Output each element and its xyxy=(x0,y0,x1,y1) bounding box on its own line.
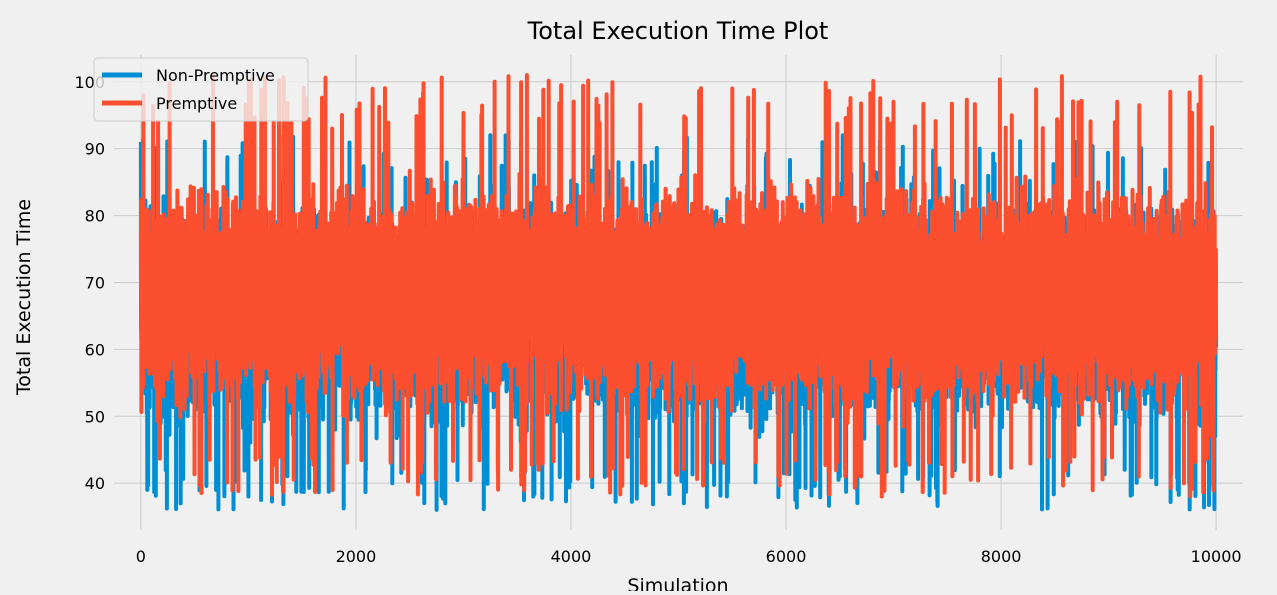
x-axis-title: Simulation xyxy=(627,575,728,591)
x-tick-label: 8000 xyxy=(981,547,1022,566)
chart-title: Total Execution Time Plot xyxy=(527,17,829,45)
x-tick-label: 4000 xyxy=(551,547,592,566)
legend-label-premptive: Premptive xyxy=(156,94,237,113)
x-tick-label: 6000 xyxy=(766,547,807,566)
y-tick-label: 40 xyxy=(85,474,105,493)
y-tick-label: 60 xyxy=(85,340,105,359)
series-line-premptive xyxy=(138,73,1218,499)
x-tick-label: 0 xyxy=(136,547,146,566)
legend-label-non-premptive: Non-Premptive xyxy=(156,66,275,85)
legend: Non-Premptive Premptive xyxy=(93,57,309,122)
y-tick-label: 90 xyxy=(85,140,105,159)
y-tick-label: 70 xyxy=(85,273,105,292)
y-tick-label: 80 xyxy=(85,207,105,226)
y-tick-label: 50 xyxy=(85,407,105,426)
x-tick-label: 10000 xyxy=(1191,547,1242,566)
series-layer xyxy=(138,73,1218,512)
y-axis-title: Total Execution Time xyxy=(13,199,35,396)
x-tick-label: 2000 xyxy=(336,547,377,566)
legend-box xyxy=(93,57,309,122)
